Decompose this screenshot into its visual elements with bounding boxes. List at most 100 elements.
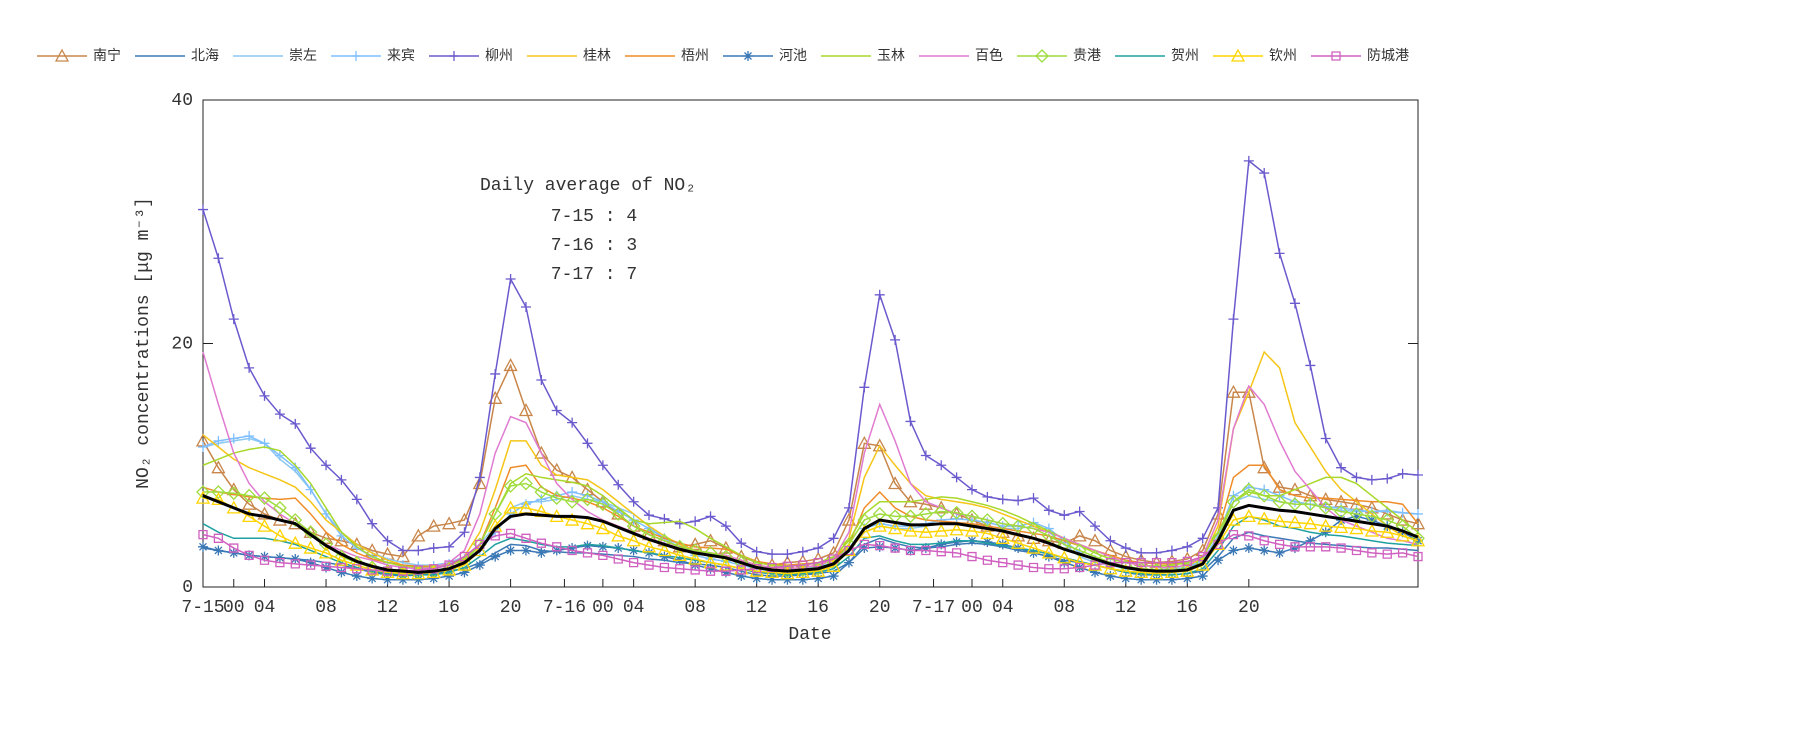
data-marker bbox=[921, 545, 931, 556]
data-marker bbox=[521, 533, 531, 543]
data-marker bbox=[1397, 468, 1408, 479]
data-marker bbox=[1274, 248, 1285, 259]
data-marker bbox=[1136, 574, 1147, 585]
legend-label: 来宾 bbox=[387, 48, 415, 64]
data-marker bbox=[613, 554, 623, 564]
legend-label: 贵港 bbox=[1073, 48, 1101, 64]
data-marker bbox=[444, 541, 455, 552]
data-marker bbox=[1287, 515, 1303, 529]
legend-marker bbox=[449, 51, 459, 61]
data-marker bbox=[1257, 460, 1272, 474]
data-marker bbox=[290, 418, 301, 429]
data-marker bbox=[1243, 155, 1254, 166]
data-marker bbox=[534, 445, 549, 459]
data-marker bbox=[336, 562, 347, 573]
data-marker bbox=[1087, 533, 1103, 547]
data-marker bbox=[351, 571, 362, 582]
data-marker bbox=[1272, 513, 1287, 527]
data-marker bbox=[736, 538, 747, 549]
data-marker bbox=[1321, 542, 1331, 552]
data-marker bbox=[552, 542, 562, 552]
x-tick-label: 04 bbox=[992, 598, 1014, 618]
data-marker bbox=[949, 505, 964, 520]
data-marker bbox=[980, 513, 995, 527]
data-marker bbox=[244, 362, 255, 373]
data-marker bbox=[1274, 539, 1285, 550]
y-tick-label: 40 bbox=[171, 91, 193, 111]
data-marker bbox=[1028, 562, 1039, 573]
data-marker bbox=[441, 516, 457, 530]
data-marker bbox=[1118, 563, 1133, 577]
data-marker bbox=[797, 574, 808, 585]
data-marker bbox=[751, 546, 762, 557]
data-marker bbox=[828, 554, 839, 564]
data-marker bbox=[674, 518, 685, 529]
x-tick-label: 7-15 bbox=[181, 598, 224, 618]
data-marker bbox=[305, 443, 316, 454]
data-marker bbox=[795, 565, 810, 579]
x-tick-label: 12 bbox=[746, 598, 768, 618]
data-marker bbox=[752, 564, 762, 574]
data-marker bbox=[474, 472, 485, 483]
data-marker bbox=[843, 557, 854, 568]
data-marker bbox=[1367, 548, 1377, 558]
data-marker bbox=[1182, 541, 1193, 552]
x-tick-label: 12 bbox=[377, 598, 399, 618]
data-marker bbox=[582, 540, 593, 551]
data-marker bbox=[503, 358, 518, 372]
data-marker bbox=[520, 301, 531, 312]
data-marker bbox=[1136, 558, 1146, 568]
data-marker bbox=[951, 548, 962, 558]
legend-marker bbox=[54, 48, 70, 62]
data-marker bbox=[659, 551, 670, 562]
annotation: 7-17 : 7 bbox=[551, 265, 637, 285]
data-marker bbox=[1228, 545, 1239, 556]
data-marker bbox=[1241, 384, 1256, 398]
data-marker bbox=[472, 476, 487, 490]
data-marker bbox=[1259, 545, 1270, 556]
legend-label: 崇左 bbox=[289, 48, 317, 64]
data-marker bbox=[288, 535, 303, 549]
data-marker bbox=[1366, 474, 1377, 485]
data-marker bbox=[966, 484, 977, 495]
data-marker bbox=[613, 479, 624, 490]
data-marker bbox=[718, 540, 734, 554]
data-marker bbox=[1182, 573, 1193, 584]
data-marker bbox=[1290, 542, 1300, 552]
data-marker bbox=[318, 530, 334, 544]
data-marker bbox=[705, 563, 716, 574]
data-marker bbox=[626, 533, 641, 547]
data-marker bbox=[936, 539, 947, 550]
data-marker bbox=[641, 539, 657, 553]
data-marker bbox=[228, 547, 239, 558]
data-marker bbox=[920, 543, 931, 554]
x-tick-label: 20 bbox=[869, 598, 891, 618]
data-marker bbox=[828, 533, 839, 544]
data-marker bbox=[1395, 512, 1410, 526]
data-marker bbox=[1334, 519, 1349, 533]
x-tick-label: 16 bbox=[807, 598, 829, 618]
data-marker bbox=[1320, 433, 1331, 444]
data-marker bbox=[244, 550, 254, 560]
data-marker bbox=[813, 573, 824, 584]
x-tick-label: 08 bbox=[684, 598, 706, 618]
data-marker bbox=[1041, 545, 1056, 559]
data-marker bbox=[244, 431, 255, 442]
data-marker bbox=[1180, 561, 1195, 576]
legend-marker bbox=[1331, 51, 1341, 61]
data-marker bbox=[257, 518, 272, 532]
data-marker bbox=[1289, 543, 1300, 554]
data-marker bbox=[228, 314, 239, 325]
data-marker bbox=[213, 533, 224, 543]
data-marker bbox=[1366, 515, 1377, 526]
data-marker bbox=[428, 573, 439, 584]
data-marker bbox=[1105, 571, 1116, 582]
data-marker bbox=[198, 529, 208, 540]
data-marker bbox=[490, 368, 501, 379]
data-marker bbox=[626, 518, 641, 532]
legend-label: 百色 bbox=[975, 47, 1003, 64]
data-marker bbox=[1182, 556, 1192, 567]
data-marker bbox=[567, 417, 578, 428]
data-marker bbox=[1413, 469, 1423, 480]
data-marker bbox=[397, 545, 408, 556]
